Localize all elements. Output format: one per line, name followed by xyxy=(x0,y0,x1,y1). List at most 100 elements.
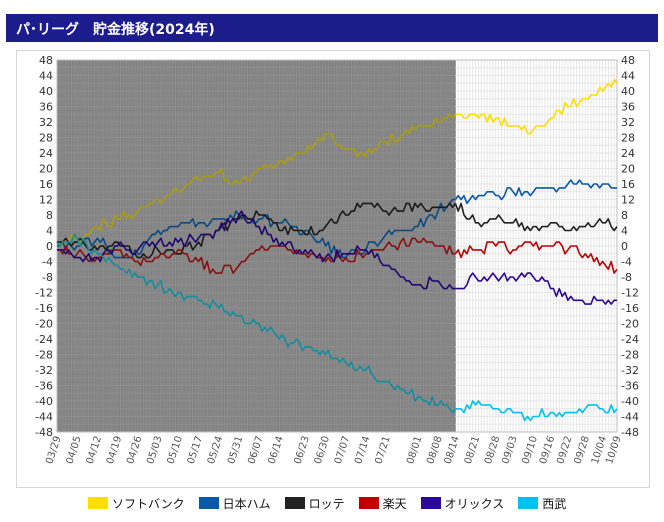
x-tick-label: 04/12 xyxy=(85,435,104,466)
y-tick-label-left: -28 xyxy=(35,349,53,362)
x-tick-label: 09/03 xyxy=(500,435,519,466)
x-tick-label: 09/10 xyxy=(521,435,540,466)
y-tick-label-right: -32 xyxy=(621,364,639,377)
chart-title-bar: パ･リーグ 貯金推移(2024年) xyxy=(6,14,658,42)
legend-swatch xyxy=(420,497,441,509)
x-tick-label: 06/23 xyxy=(293,435,312,466)
x-tick-label: 07/07 xyxy=(333,435,352,466)
series-line-4-shaded xyxy=(57,210,456,290)
legend-item: ロッテ xyxy=(284,495,345,512)
legend-item: 楽天 xyxy=(358,495,407,512)
x-tick-label: 08/14 xyxy=(443,435,462,466)
legend-item: オリックス xyxy=(420,495,505,512)
y-tick-label-left: -4 xyxy=(42,256,53,269)
y-tick-label-left: 20 xyxy=(39,163,53,176)
series-line-1 xyxy=(454,179,617,205)
y-tick-label-left: -44 xyxy=(35,411,53,424)
y-tick-label-left: 12 xyxy=(39,194,53,207)
x-tick-label: 06/07 xyxy=(246,435,265,466)
series-line-5 xyxy=(455,400,618,422)
y-tick-label-left: -36 xyxy=(35,380,53,393)
y-tick-label-left: 4 xyxy=(46,225,53,238)
x-tick-label: 03/29 xyxy=(44,435,63,466)
y-tick-label-left: -8 xyxy=(42,271,53,284)
legend: ソフトバンク 日本ハム ロッテ 楽天 オリックス 西武 xyxy=(88,494,580,512)
legend-swatch xyxy=(88,497,108,509)
x-tick-label: 05/17 xyxy=(186,435,205,466)
y-tick-label-right: -8 xyxy=(621,271,632,284)
x-tick-label: 09/16 xyxy=(538,435,557,466)
y-tick-label-right: -44 xyxy=(621,411,639,424)
x-tick-label: 06/30 xyxy=(313,435,332,466)
chart-panel: 48 48 44 44 40 40 36 36 32 32 28 28 24 24 20 20 16 16 12 12… xyxy=(16,50,650,488)
legend-swatch xyxy=(284,497,305,509)
y-tick-label-right: -24 xyxy=(621,333,639,346)
y-tick-label-left: -20 xyxy=(35,318,53,331)
x-tick-label: 04/19 xyxy=(105,435,124,466)
y-tick-label-right: 16 xyxy=(621,178,635,191)
y-tick-label-left: 0 xyxy=(46,240,53,253)
series-line-0-shaded xyxy=(57,113,457,247)
x-tick-label: 04/26 xyxy=(125,435,144,466)
x-tick-label: 08/08 xyxy=(425,435,444,466)
y-tick-label-left: -12 xyxy=(35,287,53,300)
y-tick-label-right: 28 xyxy=(621,132,635,145)
y-tick-label-left: 32 xyxy=(39,116,53,129)
x-tick-label: 09/22 xyxy=(555,435,574,466)
y-tick-label-right: -20 xyxy=(621,318,639,331)
y-tick-label-left: 36 xyxy=(39,101,53,114)
legend-label: ロッテ xyxy=(308,496,345,511)
y-tick-label-right: -16 xyxy=(621,302,639,315)
y-tick-label-left: -48 xyxy=(35,426,53,439)
series-line-3-shaded xyxy=(57,237,456,274)
x-tick-label: 05/03 xyxy=(145,435,164,466)
legend-label: 日本ハム xyxy=(222,496,271,511)
y-tick-label-right: -48 xyxy=(621,426,639,439)
chart-title: パ･リーグ 貯金推移(2024年) xyxy=(16,22,215,38)
y-tick-label-right: -28 xyxy=(621,349,639,362)
legend-item: 日本ハム xyxy=(198,495,271,512)
y-tick-label-right: 48 xyxy=(621,54,635,67)
y-tick-label-left: 44 xyxy=(39,70,53,83)
legend-label: オリックス xyxy=(444,496,505,511)
legend-swatch xyxy=(518,497,539,509)
y-tick-label-right: 12 xyxy=(621,194,635,207)
series-line-4 xyxy=(455,272,617,305)
x-tick-label: 08/01 xyxy=(405,435,424,466)
y-tick-label-right: -40 xyxy=(621,395,639,408)
y-tick-label-left: -24 xyxy=(35,333,53,346)
legend-label: 西武 xyxy=(542,496,567,511)
x-tick-label: 05/24 xyxy=(206,435,225,466)
x-tick-label: 07/14 xyxy=(353,435,372,466)
y-tick-label-left: 40 xyxy=(39,85,53,98)
y-tick-label-right: -36 xyxy=(621,380,639,393)
y-tick-label-right: 44 xyxy=(621,70,635,83)
y-tick-label-right: -12 xyxy=(621,287,639,300)
legend-item: 西武 xyxy=(518,495,566,512)
legend-label: ソフトバンク xyxy=(112,496,185,511)
x-tick-label: 07/21 xyxy=(373,435,392,466)
x-tick-label: 05/31 xyxy=(226,435,245,466)
series-line-2 xyxy=(454,202,618,232)
legend-swatch xyxy=(358,497,379,509)
x-tick-label: 08/21 xyxy=(463,435,482,466)
y-tick-label-left: 8 xyxy=(46,209,53,222)
x-tick-label: 04/05 xyxy=(64,435,83,466)
series-line-5-shaded xyxy=(56,233,457,414)
y-tick-label-right: 32 xyxy=(621,116,635,129)
y-tick-label-left: -40 xyxy=(35,395,53,408)
y-tick-label-right: 36 xyxy=(621,101,635,114)
y-tick-label-right: -4 xyxy=(621,256,632,269)
series-line-3 xyxy=(454,241,618,274)
y-tick-label-right: 20 xyxy=(621,163,635,176)
y-tick-label-right: 40 xyxy=(621,85,635,98)
x-tick-label: 09/28 xyxy=(573,435,592,466)
y-tick-label-right: 24 xyxy=(621,147,635,160)
x-tick-label: 06/14 xyxy=(267,435,286,466)
y-tick-label-left: 48 xyxy=(39,54,53,67)
y-tick-label-left: 28 xyxy=(39,132,53,145)
x-tick-label: 08/28 xyxy=(483,435,502,466)
legend-label: 楽天 xyxy=(382,496,407,511)
legend-swatch xyxy=(198,497,219,509)
